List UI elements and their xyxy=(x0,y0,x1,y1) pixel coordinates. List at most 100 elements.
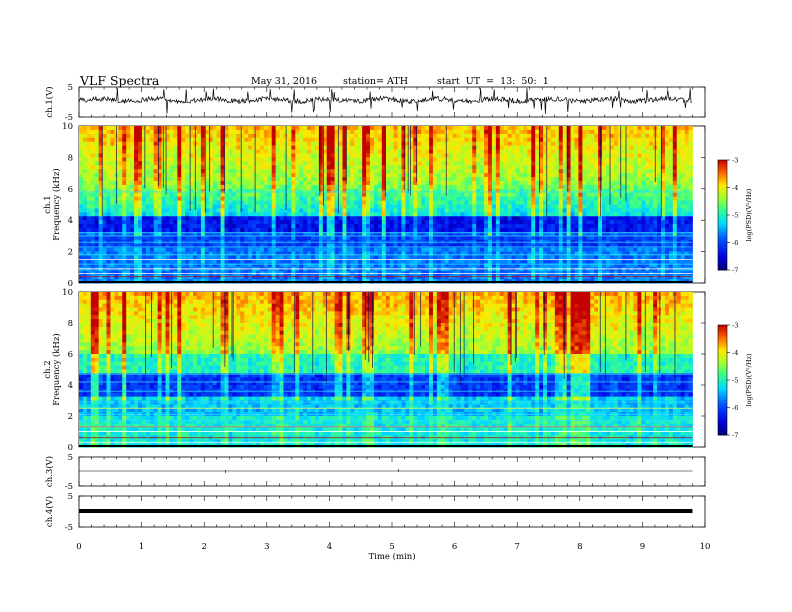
spectrogram-cell xyxy=(322,177,328,182)
spectrogram-cell xyxy=(562,216,568,221)
spectrogram-cell xyxy=(633,149,638,154)
spectrogram-cell xyxy=(185,200,190,205)
spectrogram-cell xyxy=(338,180,343,186)
spectrogram-cell xyxy=(338,169,343,174)
spectrogram-cell xyxy=(346,180,351,186)
spectrogram-cell xyxy=(633,165,638,170)
spectrogram-cell xyxy=(185,212,190,217)
spectrogram-cell xyxy=(464,212,469,217)
spectrogram-cell xyxy=(472,216,477,221)
spectrogram-cell xyxy=(94,169,100,174)
spectrogram-cell xyxy=(507,129,512,135)
spectrogram-cell xyxy=(240,141,245,147)
spectrogram-cell xyxy=(527,224,532,229)
spectrogram-cell xyxy=(240,196,245,201)
spectrogram-cell xyxy=(448,192,453,198)
spectrogram-cell xyxy=(299,153,304,158)
spectrogram-cell xyxy=(181,133,186,139)
spectrogram-cell xyxy=(484,141,489,147)
spectrogram-cell xyxy=(252,188,257,194)
spectrogram-cell xyxy=(181,153,186,158)
spectrogram-cell xyxy=(645,126,650,131)
spectrogram-cell xyxy=(511,157,516,162)
spectrogram-cell xyxy=(94,133,100,139)
spectrogram-cell xyxy=(326,196,332,201)
spectrogram-cell xyxy=(421,228,426,233)
spectrogram-cell xyxy=(98,235,103,241)
spectrogram-cell xyxy=(484,173,489,178)
spectrogram-cell xyxy=(503,188,509,194)
spectrogram-cell xyxy=(668,137,674,143)
spectrogram-cell xyxy=(684,188,689,194)
spectrogram-cell xyxy=(413,192,418,198)
spectrogram-cell xyxy=(428,220,434,225)
spectrogram-cell xyxy=(574,204,579,209)
y-tick-label: 0 xyxy=(68,279,73,289)
spectrogram-cell xyxy=(334,153,339,158)
spectrogram-cell xyxy=(204,133,210,139)
spectrogram-cell xyxy=(283,212,288,217)
spectrogram-cell xyxy=(401,208,406,213)
spectrogram-cell xyxy=(161,220,166,225)
spectrogram-cell xyxy=(507,137,512,143)
spectrogram-cell xyxy=(271,220,277,225)
x-tick-label: 7 xyxy=(514,542,519,552)
spectrogram-cell xyxy=(102,169,107,174)
spectrogram-cell xyxy=(511,133,516,139)
spectrogram-cell xyxy=(668,180,674,186)
spectrogram-cell xyxy=(688,169,693,174)
spectrogram-cell xyxy=(582,196,587,201)
spectrogram-cell xyxy=(181,235,186,241)
spectrogram-cell xyxy=(617,149,623,154)
spectrogram-cell xyxy=(299,196,304,201)
spectrogram-cell xyxy=(617,208,623,213)
spectrogram-cell xyxy=(566,220,571,225)
spectrogram-cell xyxy=(291,231,296,237)
spectrogram-cell xyxy=(334,169,339,174)
spectrogram-cell xyxy=(578,141,583,147)
spectrogram-cell xyxy=(295,216,300,221)
spectrogram-cell xyxy=(106,145,111,150)
spectrogram-cell xyxy=(649,212,654,217)
spectrogram-cell xyxy=(240,157,245,162)
spectrogram-cell xyxy=(554,220,560,225)
spectrogram-cell xyxy=(311,184,316,190)
spectrogram-cell xyxy=(432,208,438,213)
spectrogram-cell xyxy=(181,231,186,237)
spectrogram-cell xyxy=(141,141,147,147)
spectrogram-cell xyxy=(252,212,257,217)
spectrogram-cell xyxy=(456,161,461,166)
spectrogram-cell xyxy=(157,165,162,170)
spectrogram-cell xyxy=(122,161,127,166)
spectrogram-cell xyxy=(582,228,587,233)
spectrogram-cell xyxy=(495,188,501,194)
spectrogram-cell xyxy=(586,231,591,237)
spectrogram-cell xyxy=(444,180,450,186)
spectrogram-cell xyxy=(452,224,457,229)
spectrogram-cell xyxy=(546,161,552,166)
spectrogram-cell xyxy=(185,180,190,186)
spectrogram-cell xyxy=(79,165,84,170)
spectrogram-cell xyxy=(649,177,654,182)
spectrogram-cell xyxy=(137,212,143,217)
spectrogram-cell xyxy=(676,200,682,205)
spectrogram-cell xyxy=(358,169,363,174)
spectrogram-cell xyxy=(637,216,642,221)
spectrogram-cell xyxy=(672,157,678,162)
spectrogram-cell xyxy=(684,200,689,205)
spectrogram-cell xyxy=(452,165,457,170)
spectrogram-cell xyxy=(271,212,277,217)
x-tick-label: 10 xyxy=(700,542,711,552)
spectrogram-cell xyxy=(90,141,96,147)
spectrogram-cell xyxy=(200,177,206,182)
spectrogram-cell xyxy=(499,180,505,186)
spectrogram-cell xyxy=(216,173,221,178)
spectrogram-cell xyxy=(405,177,410,182)
spectrogram-cell xyxy=(181,208,186,213)
spectrogram-cell xyxy=(440,161,446,166)
spectrogram-cell xyxy=(432,129,438,135)
spectrogram-cell xyxy=(594,184,599,190)
spectrogram-cell xyxy=(377,129,383,135)
spectrogram-cell xyxy=(279,204,284,209)
spectrogram-cell xyxy=(141,126,147,131)
